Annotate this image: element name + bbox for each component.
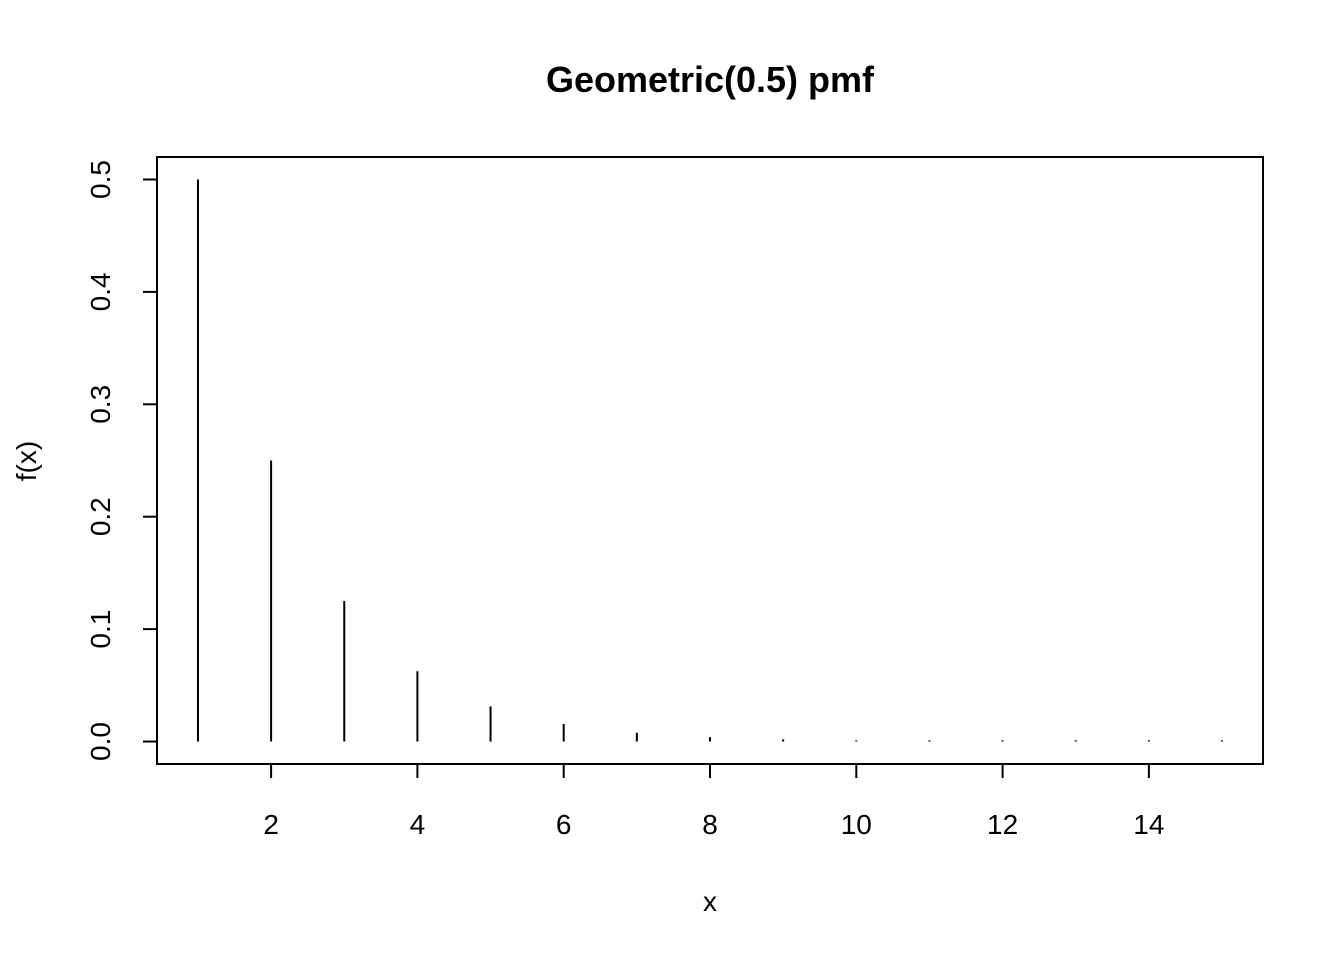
x-tick-label: 14 bbox=[1133, 809, 1164, 840]
y-tick-label: 0.3 bbox=[85, 385, 116, 424]
y-tick-label: 0.4 bbox=[85, 272, 116, 311]
x-tick-label: 2 bbox=[263, 809, 279, 840]
y-tick-label: 0.2 bbox=[85, 497, 116, 536]
x-tick-label: 8 bbox=[702, 809, 718, 840]
x-tick-label: 4 bbox=[410, 809, 426, 840]
plot-frame bbox=[156, 156, 1264, 765]
x-axis-label: x bbox=[703, 886, 717, 917]
y-tick-label: 0.5 bbox=[85, 160, 116, 199]
x-tick-label: 12 bbox=[987, 809, 1018, 840]
y-tick-label: 0.0 bbox=[85, 722, 116, 761]
spikes-layer bbox=[196, 179, 1224, 742]
y-tick-label: 0.1 bbox=[85, 610, 116, 649]
chart-title: Geometric(0.5) pmf bbox=[546, 59, 875, 100]
x-tick-label: 6 bbox=[556, 809, 572, 840]
y-axis-label: f(x) bbox=[11, 441, 42, 481]
x-tick-label: 10 bbox=[841, 809, 872, 840]
x-axis: 2 4 6 8 10 12 14 bbox=[263, 763, 1164, 840]
y-axis: 0.0 0.1 0.2 0.3 0.4 0.5 bbox=[85, 160, 158, 761]
